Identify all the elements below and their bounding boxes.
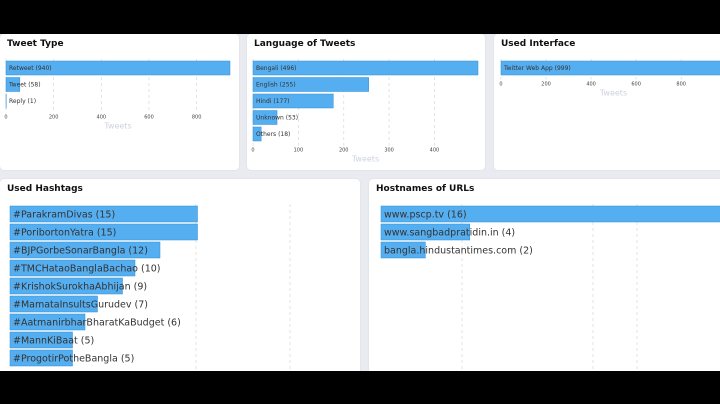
x-tick-label: 400 xyxy=(430,148,440,154)
bar-www-pscp-tv xyxy=(380,205,720,223)
x-tick-label: 200 xyxy=(541,82,551,88)
hashtags-chart: #ParakramDivas (15) #PoribortonYatra (15)… xyxy=(9,204,291,371)
bar-label: #KrishokSurokhaAbhijan (9) xyxy=(13,281,147,292)
bar-label: www.pscp.tv (16) xyxy=(384,209,467,220)
bar-label: #PoribortonYatra (15) xyxy=(13,227,116,238)
hostnames-card: Hostnames of URLs www.pscp.tv (16) www.sa… xyxy=(369,179,720,371)
language-card: Language of Tweets 0 100 200 300 400 Bengali … xyxy=(247,34,485,170)
bar-retweet xyxy=(5,60,231,76)
bar--poribortonyatra xyxy=(9,223,198,241)
bar-tweet xyxy=(5,77,21,92)
bar-label: #MannKiBaat (5) xyxy=(13,335,94,346)
x-tick-label: 800 xyxy=(676,82,686,88)
bar-label: #AatmanirbharBharatKaBudget (6) xyxy=(13,317,181,328)
x-axis-label: Tweets xyxy=(351,155,379,164)
bar-category: #AatmanirbharBharatKaBudget xyxy=(13,317,165,328)
bar--progotirpothebangla xyxy=(9,349,73,367)
bar-label: bangla.hindustantimes.com (2) xyxy=(384,245,533,256)
x-tick-label: 400 xyxy=(586,82,596,88)
bar-category: Reply xyxy=(9,98,26,105)
bar-label: #TMCHataoBanglaBachao (10) xyxy=(13,263,161,274)
x-tick-label: 100 xyxy=(294,148,304,154)
bar-english xyxy=(252,77,369,92)
hashtags-card: Used Hashtags #ParakramDivas (15) #Poribo… xyxy=(0,179,360,371)
bar-www-sangbadpratidin-in xyxy=(380,223,470,241)
bar-label: Unknown (53) xyxy=(256,115,298,122)
card-title: Tweet Type xyxy=(7,39,64,49)
bar--tmchataobanglabachao xyxy=(9,259,136,277)
hostnames-chart: www.pscp.tv (16) www.sangbadpratidin.in (… xyxy=(380,204,720,371)
x-tick-label: 800 xyxy=(192,115,202,121)
bar-twitter-web-app xyxy=(500,60,720,76)
bar-hindi xyxy=(252,93,334,109)
x-axis-label: Tweets xyxy=(599,89,627,98)
bar-category: bangla.hindustantimes.com xyxy=(384,245,516,256)
bar-category: Hindi xyxy=(256,98,272,105)
bar-label: Twitter Web App (999) xyxy=(503,65,571,72)
bar-category: #ParakramDivas xyxy=(13,209,93,220)
interface-card: Used Interface 0 200 400 600 800 Twitter Web … xyxy=(494,34,720,170)
bar-category: English xyxy=(256,82,278,89)
bar-category: Bengali xyxy=(256,65,279,72)
bar-label: #ParakramDivas (15) xyxy=(13,209,115,220)
x-tick-label: 600 xyxy=(631,82,641,88)
bar-category: Retweet xyxy=(9,65,34,72)
x-tick-label: 0 xyxy=(251,148,254,154)
card-title: Used Interface xyxy=(501,39,576,49)
bar--parakramdivas xyxy=(9,205,198,223)
card-title: Language of Tweets xyxy=(254,39,356,49)
bar-label: #MamataInsultsGurudev (7) xyxy=(13,299,148,310)
x-tick-label: 400 xyxy=(97,115,107,121)
dashboard: Tweet Type 0 200 400 600 800 Retweet (940) Twe… xyxy=(0,34,720,371)
bar-label: Reply (1) xyxy=(9,98,36,105)
bar-label: English (255) xyxy=(256,82,296,89)
bar--mamatainsultsgurudev xyxy=(9,295,98,313)
bar-category: www.sangbadpratidin.in xyxy=(384,227,499,238)
bar-category: #MamataInsultsGurudev xyxy=(13,299,132,310)
bar--bjpgorbesonarbangla xyxy=(9,241,161,259)
bar-label: #BJPGorbeSonarBangla (12) xyxy=(13,245,148,256)
bar-label: Retweet (940) xyxy=(9,65,52,72)
bar-bengali xyxy=(252,60,479,76)
card-title: Hostnames of URLs xyxy=(376,184,475,194)
bar-category: #TMCHataoBanglaBachao xyxy=(13,263,138,274)
bar-category: Unknown xyxy=(256,115,284,122)
bar-category: Tweet xyxy=(8,82,27,89)
x-axis-label: Tweets xyxy=(103,122,131,131)
bar-category: #BJPGorbeSonarBangla xyxy=(13,245,125,256)
x-tick-label: 0 xyxy=(4,115,7,121)
bar--krishoksurokhaabhijan xyxy=(9,277,123,295)
bar-category: Twitter Web App xyxy=(503,65,553,72)
bar-category: #PoribortonYatra xyxy=(13,227,94,238)
bar-unknown xyxy=(252,110,278,125)
x-tick-label: 600 xyxy=(144,115,154,121)
bar-label: #ProgotirPotheBangla (5) xyxy=(13,353,134,364)
bar-category: Others xyxy=(256,131,276,138)
x-tick-label: 300 xyxy=(384,148,394,154)
card-title: Used Hashtags xyxy=(7,184,83,194)
bar-category: #MannKiBaat xyxy=(13,335,78,346)
x-tick-label: 0 xyxy=(499,82,502,88)
interface-chart: 0 200 400 600 800 Twitter Web App (999) Tweets xyxy=(499,59,720,98)
bar-label: www.sangbadpratidin.in (4) xyxy=(384,227,515,238)
bar-label: Tweet (58) xyxy=(8,82,41,89)
bar-bangla-hindustantimes-com xyxy=(380,241,426,259)
tweet-type-card: Tweet Type 0 200 400 600 800 Retweet (940) Twe… xyxy=(0,34,239,170)
bar--aatmanirbharbharatkabudget xyxy=(9,313,86,331)
language-chart: 0 100 200 300 400 Bengali (496) English (255) H… xyxy=(251,59,479,164)
bar-label: Others (18) xyxy=(256,131,290,138)
x-tick-label: 200 xyxy=(339,148,349,154)
bar-label: Hindi (177) xyxy=(256,98,290,105)
bar-category: #ProgotirPotheBangla xyxy=(13,353,118,364)
tweet-type-chart: 0 200 400 600 800 Retweet (940) Tweet (58) Repl… xyxy=(4,59,231,131)
bar--mannkibaat xyxy=(9,331,73,349)
x-tick-label: 200 xyxy=(49,115,59,121)
bar-label: Bengali (496) xyxy=(256,65,296,72)
bar-category: www.pscp.tv xyxy=(384,209,444,220)
bar-others xyxy=(252,126,262,142)
bar-category: #KrishokSurokhaAbhijan xyxy=(13,281,131,292)
